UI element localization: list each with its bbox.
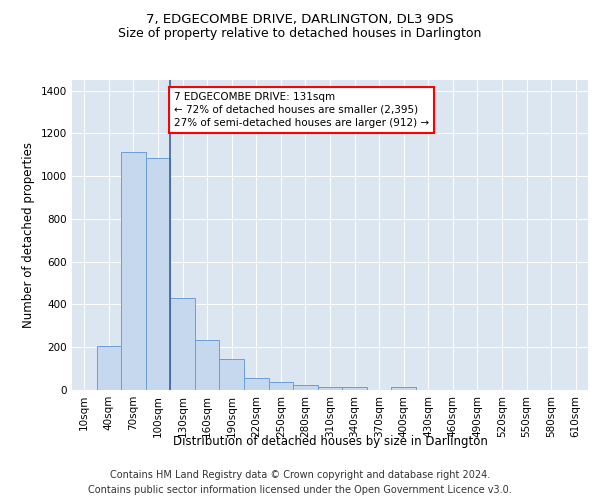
Bar [97,346,121,390]
Bar [244,378,269,390]
Text: Size of property relative to detached houses in Darlington: Size of property relative to detached ho… [118,28,482,40]
Text: Contains HM Land Registry data © Crown copyright and database right 2024.: Contains HM Land Registry data © Crown c… [110,470,490,480]
Y-axis label: Number of detached properties: Number of detached properties [22,142,35,328]
Text: Contains public sector information licensed under the Open Government Licence v3: Contains public sector information licen… [88,485,512,495]
Bar [170,298,195,390]
Bar [342,387,367,390]
Bar [146,158,170,390]
Bar [269,382,293,390]
Bar [391,387,416,390]
Text: 7, EDGECOMBE DRIVE, DARLINGTON, DL3 9DS: 7, EDGECOMBE DRIVE, DARLINGTON, DL3 9DS [146,12,454,26]
Text: Distribution of detached houses by size in Darlington: Distribution of detached houses by size … [173,435,487,448]
Bar [220,358,244,390]
Bar [318,388,342,390]
Bar [121,152,146,390]
Bar [195,340,220,390]
Bar [293,384,318,390]
Text: 7 EDGECOMBE DRIVE: 131sqm
← 72% of detached houses are smaller (2,395)
27% of se: 7 EDGECOMBE DRIVE: 131sqm ← 72% of detac… [174,92,429,128]
